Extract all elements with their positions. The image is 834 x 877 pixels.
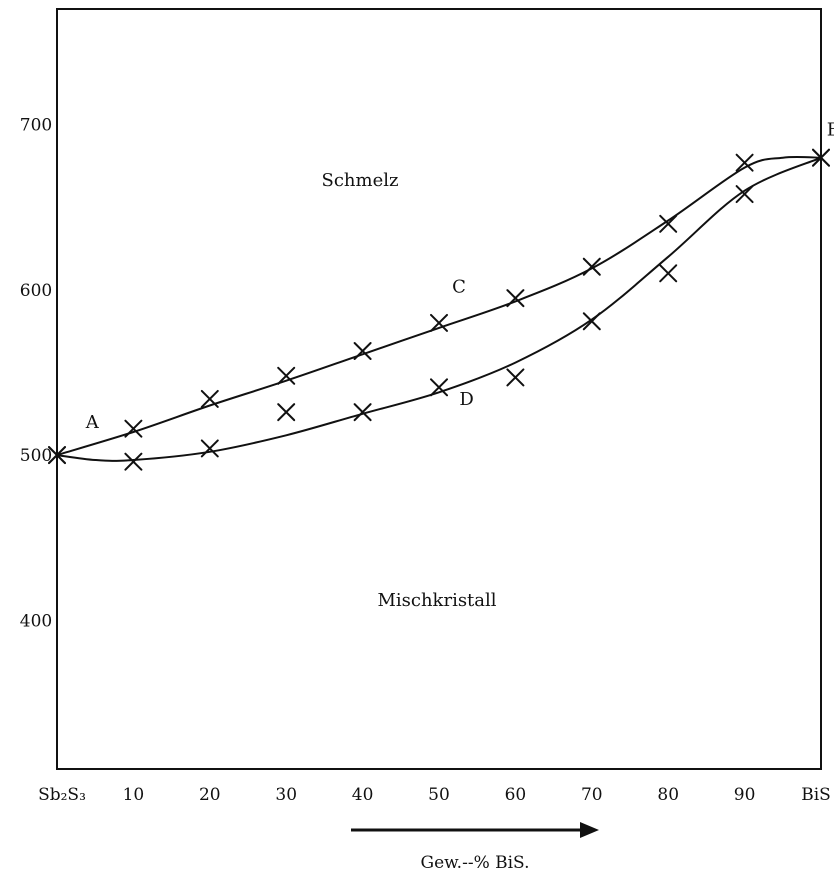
x-axis-end-label: BiS (801, 785, 831, 805)
point-label: C (452, 277, 466, 298)
upper-data-point (430, 313, 448, 332)
upper-data-point (506, 289, 525, 308)
y-tick-label: 400 (20, 611, 52, 631)
upper-data-point (353, 342, 372, 360)
x-tick-label: 70 (581, 785, 603, 805)
x-tick-label: 90 (734, 785, 756, 805)
lower-data-point (48, 446, 66, 465)
curves (56, 155, 822, 462)
x-tick-labels: 10 20 30 40 50 60 70 80 90 (123, 785, 756, 805)
region-label-solid-solution: Mischkristall (377, 590, 496, 611)
upper-data-point (124, 419, 143, 438)
lower-data-point (582, 312, 601, 331)
lower-data-point (659, 264, 678, 283)
x-axis-start-label: Sb₂S₃ (38, 785, 86, 805)
x-tick-label: 60 (505, 785, 527, 805)
upper-data-point (659, 214, 678, 233)
lower-data-point (277, 403, 296, 422)
x-axis-title: Gew.--% BiS. (421, 853, 530, 873)
region-label-melt: Schmelz (322, 170, 399, 191)
lower-data-point (735, 185, 754, 204)
plot-frame (56, 8, 822, 770)
y-tick-label: 500 (20, 446, 52, 466)
point-labels: A B C D (85, 120, 834, 433)
point-label: B (827, 120, 834, 141)
lower-data-point (506, 368, 525, 387)
y-tick-label: 700 (20, 116, 52, 136)
lower-data-point (353, 403, 372, 422)
solidus-curve (56, 156, 822, 462)
x-tick-label: 10 (123, 785, 145, 805)
upper-data-point (582, 257, 601, 276)
upper-data-point (277, 366, 296, 385)
y-tick-label: 600 (20, 281, 52, 301)
x-tick-label: 30 (275, 785, 297, 805)
lower-data-point (124, 452, 143, 471)
liquidus-curve (56, 155, 822, 457)
upper-data-point (200, 389, 219, 408)
upper-data-point (735, 153, 754, 172)
y-tick-labels: 400 500 600 700 (20, 116, 52, 632)
data-markers (48, 148, 830, 471)
x-tick-label: 80 (657, 785, 679, 805)
lower-data-point (430, 378, 448, 397)
lower-data-point (200, 439, 219, 458)
x-tick-label: 40 (352, 785, 374, 805)
arrow-head (580, 822, 599, 838)
lower-data-point (812, 148, 830, 167)
x-tick-label: 20 (199, 785, 221, 805)
point-label: A (85, 412, 100, 433)
x-tick-label: 50 (428, 785, 450, 805)
point-label: D (459, 389, 473, 410)
